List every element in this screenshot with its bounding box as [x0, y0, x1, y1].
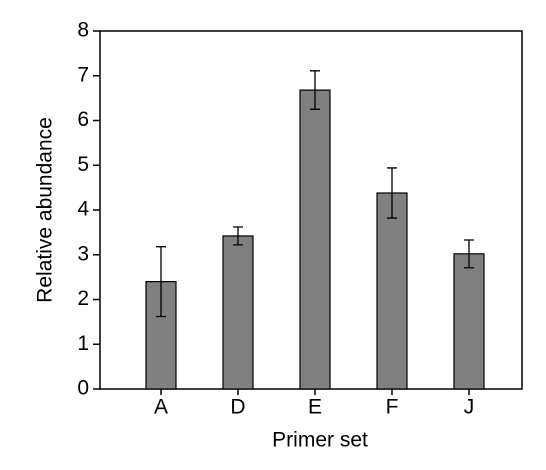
error-bar	[310, 70, 320, 110]
x-axis-label: Primer set	[272, 429, 368, 452]
y-tick-label: 3	[77, 242, 89, 265]
bar	[222, 235, 254, 390]
bar	[299, 89, 331, 390]
x-tick-label: D	[230, 396, 245, 419]
x-tick-label: A	[154, 396, 168, 419]
bar	[376, 192, 408, 390]
y-axis-label: Relative abundance	[34, 117, 57, 303]
error-bar	[233, 226, 243, 246]
bar	[453, 253, 485, 390]
error-bar	[156, 246, 166, 318]
y-tick-label: 5	[77, 153, 89, 176]
y-tick-label: 2	[77, 287, 89, 310]
x-tick-label: J	[464, 396, 475, 419]
error-bar	[387, 167, 397, 219]
y-tick-label: 0	[77, 377, 89, 400]
y-tick-label: 4	[77, 198, 89, 221]
x-tick-label: E	[308, 396, 322, 419]
y-tick-label: 6	[77, 108, 89, 131]
y-tick-label: 8	[77, 19, 89, 42]
error-bar	[464, 239, 474, 269]
y-tick-label: 1	[77, 332, 89, 355]
x-tick-label: F	[386, 396, 399, 419]
y-tick-label: 7	[77, 63, 89, 86]
